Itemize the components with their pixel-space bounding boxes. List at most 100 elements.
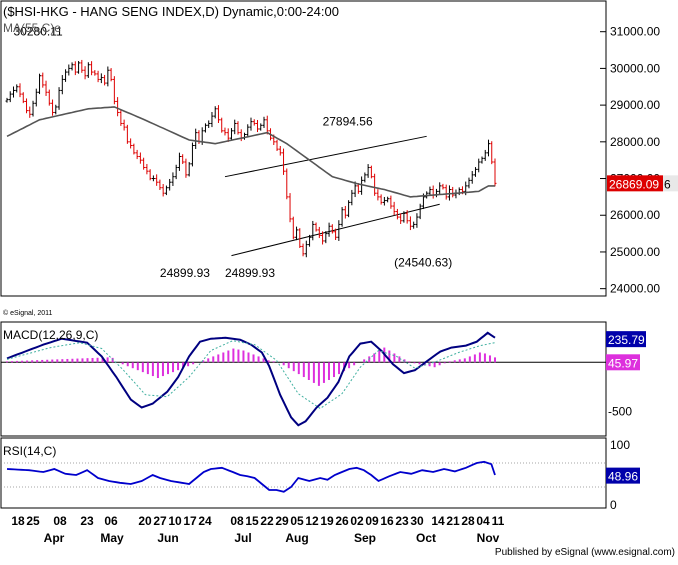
ohlc-bar (21, 92, 25, 104)
macd-panel: -500 235.79 45.97 (1, 331, 646, 427)
ohlc-bar (350, 189, 354, 206)
x-day-label: 08 (53, 514, 67, 528)
ohlc-bar (343, 205, 347, 219)
ohlc-bar (256, 119, 260, 133)
ohlc-bar (190, 142, 194, 167)
x-day-label: 14 (431, 514, 445, 528)
ohlc-bar (18, 83, 22, 98)
ohlc-bar (470, 171, 474, 184)
ohlc-bar (347, 200, 351, 218)
rsi-line (6, 460, 496, 493)
ohlc-bar (376, 189, 380, 201)
ohlc-bar (151, 175, 155, 182)
ohlc-bar (233, 119, 237, 135)
ohlc-bar (382, 196, 386, 206)
ohlc-bar (412, 221, 416, 229)
ohlc-bar (28, 106, 32, 118)
copyright-text: © eSignal, 2011 (3, 309, 53, 317)
ohlc-bar (47, 89, 51, 106)
x-day-label: 20 (138, 514, 152, 528)
ohlc-bar (330, 224, 334, 234)
ohlc-bar (337, 220, 341, 241)
ohlc-bar (90, 61, 94, 76)
x-month-label: Jul (234, 531, 251, 545)
ohlc-bar (334, 228, 338, 241)
ohlc-bar (119, 109, 123, 126)
x-day-label: 30 (410, 514, 424, 528)
ohlc-bar (369, 165, 373, 179)
ohlc-bar (51, 99, 55, 116)
ohlc-bar (54, 104, 58, 115)
ohlc-bar (161, 184, 165, 197)
rsi-value-badge (606, 467, 640, 484)
x-day-label: 18 (11, 514, 25, 528)
ohlc-bar (480, 156, 484, 164)
rsi-value-label: 48.96 (608, 470, 638, 484)
ohlc-bar (96, 70, 100, 83)
ohlc-bar (402, 211, 406, 223)
ohlc-bar (301, 243, 305, 257)
x-day-label: 23 (80, 514, 94, 528)
price-annotations: 30280.11 24899.93 24899.93 27894.56 (24540.6… (14, 24, 453, 280)
ohlc-bar (8, 91, 12, 103)
ohlc-bar (295, 226, 299, 241)
ohlc-bar (438, 182, 442, 195)
ohlc-bar (34, 88, 38, 107)
x-month-label: Oct (416, 531, 436, 545)
ohlc-bar (15, 84, 19, 93)
ohlc-bar (164, 185, 168, 196)
ohlc-bar (187, 162, 191, 177)
ohlc-bar (477, 158, 481, 173)
last-price-suffix-box (663, 175, 678, 192)
ohlc-bar (220, 117, 224, 133)
ohlc-bar (229, 128, 233, 141)
price-axis: 24000.0025000.0026000.0027000.0028000.00… (1, 25, 660, 297)
x-day-label: 04 (476, 514, 490, 528)
x-month-label: May (100, 531, 124, 545)
ohlc-bar (31, 100, 35, 117)
ohlc-bar (5, 97, 9, 103)
ohlc-bar (168, 178, 172, 191)
ohlc-bar (483, 149, 487, 161)
x-day-label: 11 (492, 514, 505, 528)
ohlc-bar (106, 66, 110, 87)
x-day-label: 29 (275, 514, 289, 528)
ohlc-bar (174, 164, 178, 180)
price-y-tick-label: 28000.00 (610, 135, 660, 149)
x-day-label: 12 (305, 514, 319, 528)
ohlc-bar (44, 80, 48, 96)
ohlc-bar (116, 97, 120, 117)
ohlc-bar (451, 186, 455, 198)
ohlc-bar (298, 228, 302, 248)
ohlc-bar (288, 193, 292, 223)
x-day-label: 05 (290, 514, 304, 528)
ohlc-bar (125, 124, 129, 144)
ohlc-bar (262, 116, 266, 128)
x-day-label: 10 (168, 514, 182, 528)
last-price-suffix: 6 (664, 177, 671, 191)
ohlc-bar (122, 119, 126, 131)
ohlc-bar (291, 216, 295, 240)
ohlc-bar (203, 123, 207, 133)
ohlc-bar (386, 196, 390, 203)
ohlc-bar (327, 222, 331, 237)
ohlc-bar (216, 105, 220, 124)
ohlc-bar (213, 106, 217, 119)
x-day-label: 17 (183, 514, 197, 528)
ohlc-bar (135, 149, 139, 160)
ma-line (6, 106, 495, 198)
ohlc-bar (405, 210, 409, 224)
ohlc-bar (379, 194, 383, 205)
x-day-label: 25 (26, 514, 40, 528)
ohlc-bar (73, 61, 77, 76)
ohlc-bar (366, 164, 370, 178)
price-annotation: 24899.93 (160, 266, 210, 280)
price-annotation: (24540.63) (394, 256, 452, 270)
ohlc-bar (158, 179, 162, 190)
x-day-label: 16 (380, 514, 394, 528)
x-day-label: 02 (350, 514, 364, 528)
x-day-label: 24 (198, 514, 212, 528)
ohlc-bar (223, 127, 227, 136)
macd-y-tick-label: -500 (608, 404, 632, 418)
